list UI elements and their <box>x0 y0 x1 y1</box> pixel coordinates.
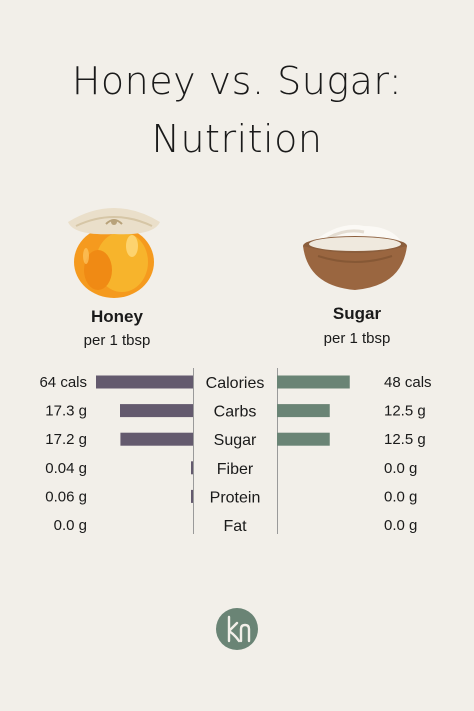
honey-label: Honey <box>91 307 143 326</box>
sugar-value-calories: 48 cals <box>384 374 432 391</box>
category-fat: Fat <box>223 518 247 535</box>
sugar-value-carbs: 12.5 g <box>384 403 426 420</box>
honey-value-sugar: 17.2 g <box>45 431 87 448</box>
honey-value-fiber: 0.04 g <box>45 460 87 477</box>
title-line-2: Nutrition <box>151 117 323 161</box>
honey-bar-carbs <box>120 404 193 418</box>
category-carbs: Carbs <box>214 404 257 421</box>
kn-monogram-logo <box>216 608 258 650</box>
honey-bar-fiber <box>191 461 193 475</box>
sugar-value-fat: 0.0 g <box>384 517 417 534</box>
honey-value-protein: 0.06 g <box>45 488 87 505</box>
category-protein: Protein <box>210 489 261 506</box>
sugar-bowl-icon <box>303 224 407 290</box>
honey-jar-icon <box>68 208 160 298</box>
sugar-bar-carbs <box>277 404 330 418</box>
honey-serving: per 1 tbsp <box>83 332 151 349</box>
sugar-label: Sugar <box>332 304 382 323</box>
honey-bar-sugar <box>120 432 193 446</box>
sugar-value-sugar: 12.5 g <box>384 431 426 448</box>
sugar-bar-calories <box>277 375 350 389</box>
sugar-value-fiber: 0.0 g <box>384 460 417 477</box>
category-calories: Calories <box>206 375 265 392</box>
sugar-bar-sugar <box>277 432 330 446</box>
category-sugar: Sugar <box>214 432 257 449</box>
title-line-1: Honey vs. Sugar: <box>71 59 403 103</box>
honey-bar-calories <box>96 375 193 389</box>
category-fiber: Fiber <box>217 461 254 478</box>
honey-bar-protein <box>191 489 193 503</box>
honey-value-fat: 0.0 g <box>54 517 87 534</box>
honey-value-calories: 64 cals <box>39 374 87 391</box>
sugar-value-protein: 0.0 g <box>384 488 417 505</box>
sugar-serving: per 1 tbsp <box>323 330 391 347</box>
honey-value-carbs: 17.3 g <box>45 403 87 420</box>
